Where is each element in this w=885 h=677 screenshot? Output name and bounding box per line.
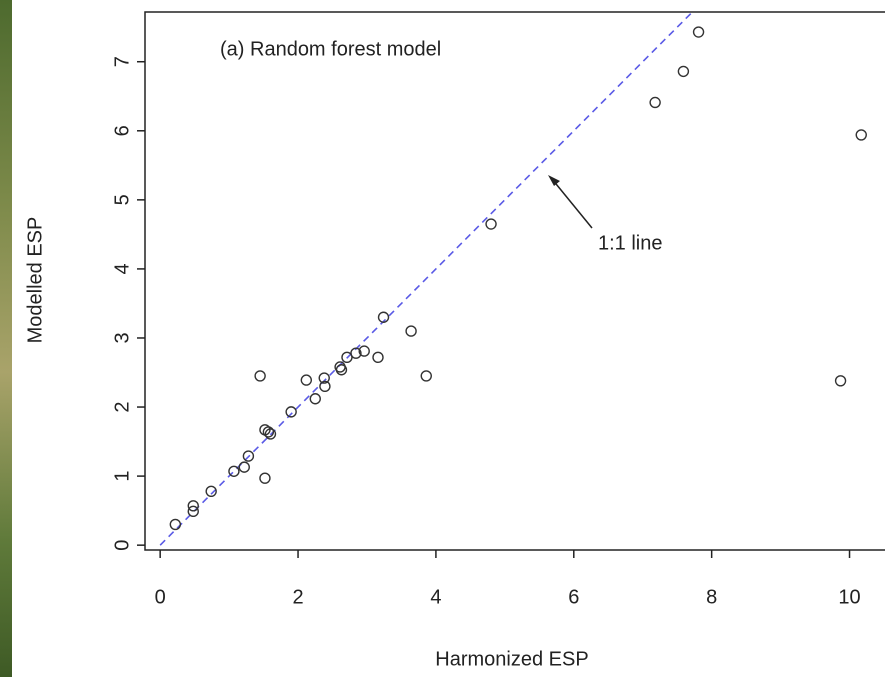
point [855,129,867,141]
y-tick-label: 0 [111,540,133,551]
point [187,505,199,518]
y-tick-label: 3 [111,332,133,343]
point [372,351,384,364]
point [485,218,497,230]
point [420,370,432,382]
x-axis-label: Harmonized ESP [435,648,588,670]
point [254,370,266,382]
point [318,372,330,384]
chart-title: (a) Random forest model [220,38,441,60]
x-tick-label: 2 [292,586,303,608]
point [377,311,390,323]
point [405,325,417,337]
point [169,518,182,531]
point [834,375,847,387]
y-tick-label: 2 [111,401,133,412]
arrow-head [548,175,560,186]
x-tick-label: 0 [155,586,166,608]
photo-strip [0,0,12,677]
point [358,345,370,357]
point [259,472,271,484]
y-tick-label: 4 [111,263,133,274]
point [300,374,313,386]
annotation: 1:1 line [598,232,663,254]
one-to-one-line [159,11,693,546]
point [350,347,362,359]
point [692,26,705,38]
x-tick-label: 8 [706,586,717,608]
x-tick-label: 4 [430,586,441,608]
point [285,406,297,418]
point [238,461,250,473]
point [335,364,348,376]
y-axis-label: Modelled ESP [24,217,46,344]
y-tick-label: 5 [111,194,133,205]
y-tick-label: 1 [111,471,133,482]
x-tick-label: 6 [568,586,579,608]
point [262,426,275,438]
point [264,428,277,440]
point [649,96,661,109]
point [228,465,240,477]
point [677,65,690,78]
y-tick-label: 7 [111,56,133,67]
point [205,485,217,497]
point [187,500,199,512]
point [309,393,321,405]
x-tick-label: 10 [838,586,860,608]
point [341,351,353,364]
y-tick-label: 6 [111,125,133,136]
point [319,380,331,393]
point [242,450,255,462]
annotation-arrow [551,178,593,229]
plot-frame [144,11,885,551]
